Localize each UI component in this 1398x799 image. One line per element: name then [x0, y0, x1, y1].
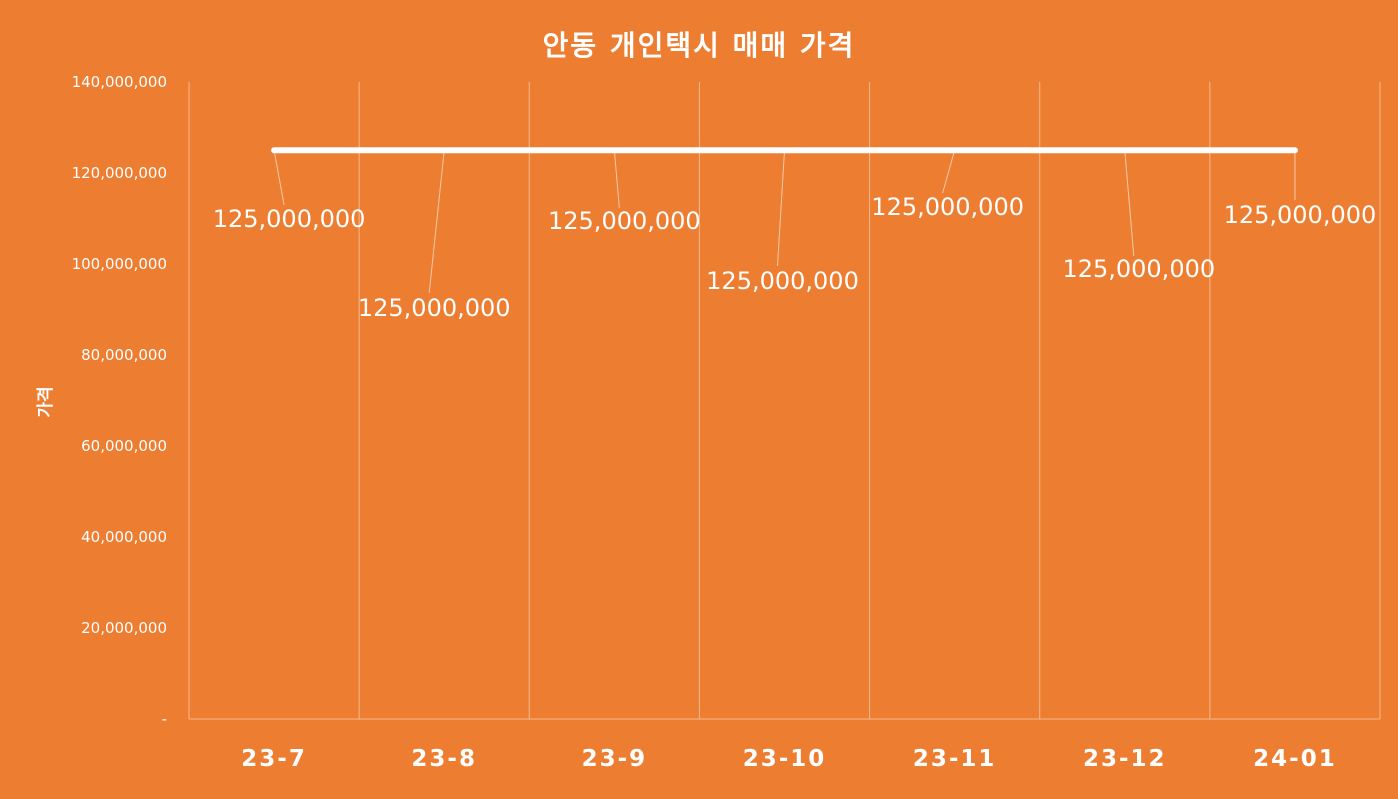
y-tick-labels: - 20,000,000 40,000,000 60,000,000 80,000,00… [72, 73, 167, 728]
y-axis-label: 가격 [36, 386, 56, 417]
data-label-leader [942, 150, 956, 194]
data-label-leader [1124, 150, 1135, 257]
data-label-leader [613, 150, 620, 209]
data-labels: 125,000,000 125,000,000 125,000,000 125,000… [213, 193, 1377, 322]
data-label: 125,000,000 [706, 267, 859, 295]
gridlines [188, 82, 1381, 719]
data-point [271, 147, 277, 153]
x-tick-label: 23-9 [582, 746, 648, 772]
x-tick-label: 23-11 [913, 746, 997, 772]
data-label: 125,000,000 [548, 207, 701, 235]
data-label-leader [428, 150, 445, 294]
data-point [1122, 147, 1128, 153]
data-point [952, 147, 958, 153]
data-label: 125,000,000 [871, 193, 1024, 221]
x-tick-labels: 23-7 23-8 23-9 23-10 23-11 23-12 24-01 [241, 746, 1337, 772]
data-point [1292, 147, 1298, 153]
y-tick-label: - [162, 710, 167, 728]
x-tick-label: 23-8 [411, 746, 477, 772]
y-tick-label: 40,000,000 [81, 528, 167, 546]
data-label: 125,000,000 [1062, 255, 1215, 283]
y-tick-label: 80,000,000 [81, 346, 167, 364]
data-label: 125,000,000 [213, 205, 366, 233]
x-tick-label: 23-10 [743, 746, 827, 772]
chart-title: 안동 개인택시 매매 가격 [543, 29, 856, 62]
data-point [611, 147, 617, 153]
data-label: 125,000,000 [1224, 201, 1377, 229]
x-tick-label: 23-12 [1083, 746, 1167, 772]
x-tick-label: 24-01 [1253, 746, 1337, 772]
series-line [271, 147, 1298, 154]
y-tick-label: 100,000,000 [72, 255, 167, 273]
data-point [441, 147, 447, 153]
y-tick-label: 20,000,000 [81, 619, 167, 637]
data-point [782, 147, 787, 153]
data-label-leaders [273, 150, 1296, 294]
data-label-leader [777, 150, 785, 267]
y-tick-label: 140,000,000 [72, 73, 167, 91]
y-tick-label: 120,000,000 [72, 164, 167, 182]
y-tick-label: 60,000,000 [81, 437, 167, 455]
data-label-leader [273, 150, 285, 206]
x-tick-label: 23-7 [241, 746, 307, 772]
data-label: 125,000,000 [358, 294, 511, 322]
